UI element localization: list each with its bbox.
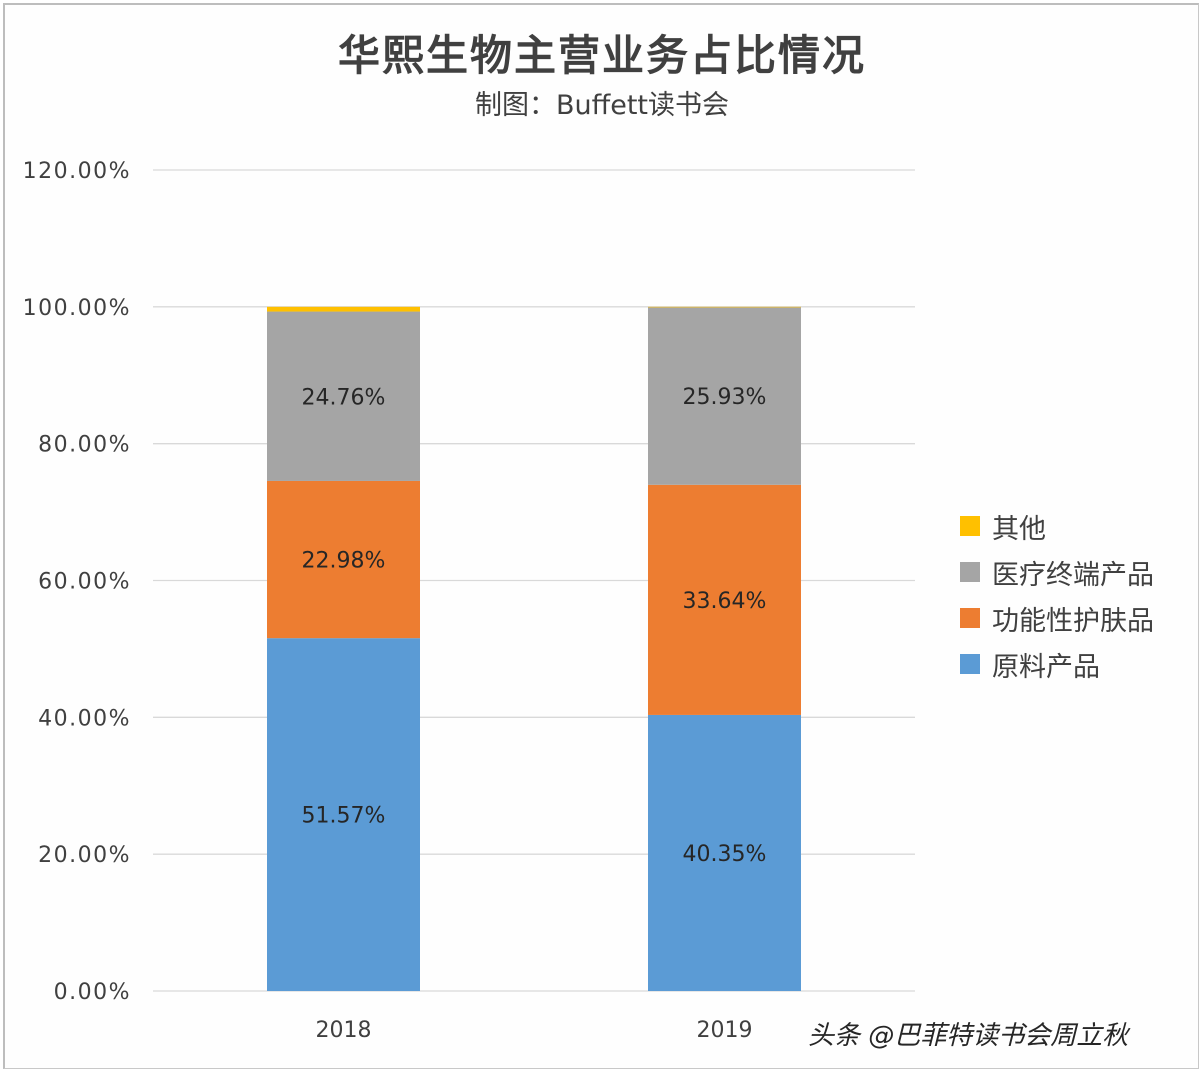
bar-segment <box>267 480 420 639</box>
bar-segment <box>648 714 801 991</box>
legend-swatch <box>960 562 980 582</box>
data-label: 33.64% <box>683 589 767 614</box>
data-label: 24.76% <box>302 385 386 410</box>
legend-swatch <box>960 608 980 628</box>
y-tick-label: 100.00% <box>23 296 131 321</box>
y-tick-label: 60.00% <box>38 570 131 595</box>
legend-swatch <box>960 516 980 536</box>
legend-swatch <box>960 654 980 674</box>
legend-label: 原料产品 <box>992 651 1100 683</box>
chart-subtitle: 制图：Buffett读书会 <box>474 90 730 121</box>
legend-label: 医疗终端产品 <box>992 559 1154 591</box>
y-tick-label: 20.00% <box>38 843 131 868</box>
legend-item-other: 其他 <box>960 503 1154 549</box>
bar-segment <box>648 307 801 485</box>
data-label: 51.57% <box>302 804 386 829</box>
bar-segment <box>267 311 420 481</box>
bar-segment <box>648 306 801 308</box>
legend-item-raw-materials: 原料产品 <box>960 641 1154 687</box>
legend-label: 功能性护肤品 <box>992 605 1154 637</box>
bar-segment <box>267 306 420 312</box>
x-tick-label: 2019 <box>697 1018 753 1043</box>
data-label: 25.93% <box>683 385 767 410</box>
data-label: 40.35% <box>683 842 767 867</box>
chart-title: 华熙生物主营业务占比情况 <box>337 31 866 80</box>
y-tick-label: 40.00% <box>38 706 131 731</box>
y-tick-label: 80.00% <box>38 433 131 458</box>
legend: 其他 医疗终端产品 功能性护肤品 原料产品 <box>960 503 1154 687</box>
watermark: 头条 @巴菲特读书会周立秋 <box>808 1021 1129 1051</box>
bar-segment <box>648 484 801 715</box>
legend-item-functional-skincare: 功能性护肤品 <box>960 595 1154 641</box>
bar-segment <box>267 638 420 991</box>
data-label: 22.98% <box>302 549 386 574</box>
chart-frame <box>3 3 1199 1069</box>
x-tick-label: 2018 <box>316 1018 372 1043</box>
y-tick-label: 120.00% <box>23 159 131 184</box>
y-tick-label: 0.00% <box>54 980 131 1005</box>
legend-item-medical-terminal-products: 医疗终端产品 <box>960 549 1154 595</box>
legend-label: 其他 <box>992 513 1046 545</box>
